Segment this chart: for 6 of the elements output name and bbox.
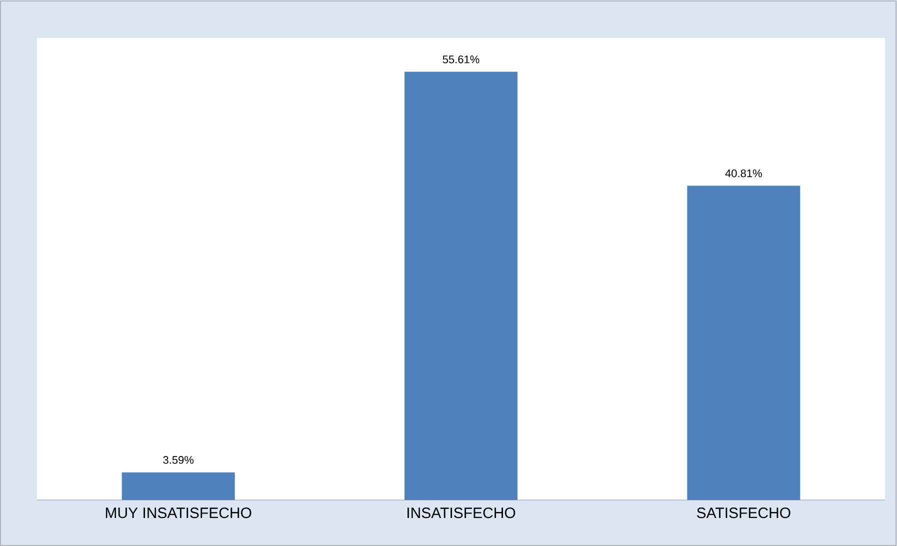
- data-label: 40.81%: [725, 169, 762, 178]
- data-label: 3.59%: [163, 456, 194, 464]
- x-tick-label: SATISFECHO: [696, 508, 790, 518]
- data-label: 55.61%: [442, 55, 480, 64]
- x-tick-label: INSATISFECHO: [408, 508, 516, 518]
- x-tick-label: MUY INSATISFECHO: [106, 508, 252, 518]
